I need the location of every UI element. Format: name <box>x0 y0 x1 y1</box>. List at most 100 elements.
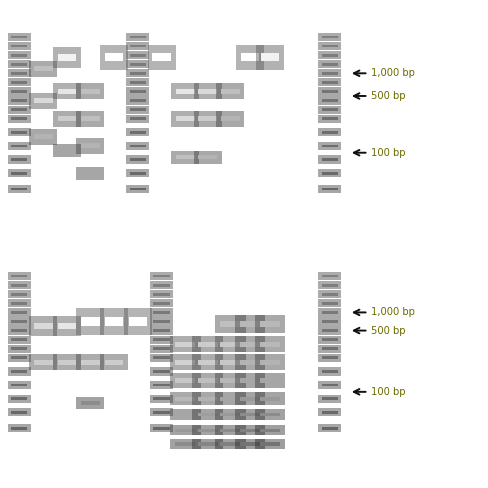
Bar <box>318 78 341 86</box>
Bar <box>81 89 100 94</box>
Bar <box>8 51 31 59</box>
Bar <box>126 97 149 104</box>
Bar <box>8 281 31 289</box>
Bar <box>194 111 222 127</box>
Bar <box>260 429 280 432</box>
Bar <box>171 83 199 100</box>
Bar <box>76 308 104 335</box>
Bar <box>126 142 149 150</box>
Bar <box>130 131 146 134</box>
Bar <box>126 33 149 41</box>
Bar <box>150 381 173 389</box>
Bar <box>235 315 265 333</box>
Bar <box>220 321 241 326</box>
Bar <box>130 90 146 93</box>
Bar <box>322 370 338 373</box>
Bar <box>318 185 341 193</box>
Bar <box>81 360 100 365</box>
Bar <box>215 409 245 420</box>
Bar <box>150 408 173 416</box>
Bar <box>8 169 31 177</box>
Bar <box>58 54 76 61</box>
Bar <box>192 373 223 388</box>
Bar <box>53 83 81 100</box>
Bar <box>217 111 244 127</box>
Bar <box>255 392 285 405</box>
Text: M: M <box>157 255 166 264</box>
Bar <box>322 117 338 120</box>
Bar <box>34 98 53 103</box>
Text: 5: 5 <box>158 16 165 24</box>
Text: 500 bp: 500 bp <box>371 91 406 101</box>
Bar <box>236 45 264 70</box>
Bar <box>11 81 27 84</box>
Bar <box>58 360 76 365</box>
Bar <box>58 148 76 152</box>
Bar <box>11 99 27 102</box>
Bar <box>322 131 338 134</box>
Bar <box>11 320 27 323</box>
Bar <box>215 426 245 435</box>
Bar <box>8 336 31 344</box>
Text: M: M <box>325 255 335 264</box>
Bar <box>241 54 260 61</box>
Bar <box>318 128 341 136</box>
Bar <box>192 409 223 420</box>
Bar <box>8 97 31 104</box>
Bar <box>11 172 27 175</box>
Bar <box>8 345 31 353</box>
Bar <box>130 45 146 47</box>
Bar <box>100 308 128 335</box>
Bar <box>153 284 170 286</box>
Text: 18: 18 <box>224 255 237 264</box>
Bar <box>11 329 27 332</box>
Text: 1,000 bp: 1,000 bp <box>371 68 415 78</box>
Bar <box>100 45 128 70</box>
Bar <box>81 171 100 175</box>
Bar <box>194 83 222 100</box>
Bar <box>8 33 31 41</box>
Text: I: I <box>207 220 211 233</box>
Text: E: E <box>69 459 78 472</box>
Bar <box>318 142 341 150</box>
Text: M: M <box>14 255 24 264</box>
Bar <box>11 63 27 65</box>
Bar <box>220 429 241 432</box>
Bar <box>8 290 31 298</box>
Bar <box>170 392 201 405</box>
Bar <box>318 408 341 416</box>
Bar <box>176 116 195 121</box>
Bar <box>260 378 280 383</box>
Bar <box>215 336 245 352</box>
Bar <box>8 128 31 136</box>
Bar <box>105 360 123 365</box>
Bar <box>192 336 223 352</box>
Bar <box>318 381 341 389</box>
Bar <box>11 144 27 147</box>
Bar <box>198 443 218 446</box>
Text: M: M <box>14 16 24 24</box>
Bar <box>8 42 31 50</box>
Bar <box>8 60 31 68</box>
Bar <box>255 373 285 388</box>
Bar <box>220 413 241 416</box>
Bar <box>11 384 27 386</box>
Text: 16: 16 <box>179 255 192 264</box>
Bar <box>240 378 260 383</box>
Bar <box>150 317 173 325</box>
Bar <box>192 439 223 449</box>
Bar <box>240 429 260 432</box>
Bar <box>235 336 265 352</box>
Bar <box>8 69 31 78</box>
Bar <box>150 290 173 298</box>
Text: 100 bp: 100 bp <box>371 148 406 158</box>
Bar <box>260 342 280 346</box>
Bar <box>322 356 338 359</box>
Bar <box>100 354 128 370</box>
Bar <box>8 381 31 389</box>
Bar <box>255 354 285 370</box>
Text: 6: 6 <box>182 16 189 24</box>
Bar <box>105 317 123 326</box>
Bar <box>128 317 147 326</box>
Bar <box>255 426 285 435</box>
